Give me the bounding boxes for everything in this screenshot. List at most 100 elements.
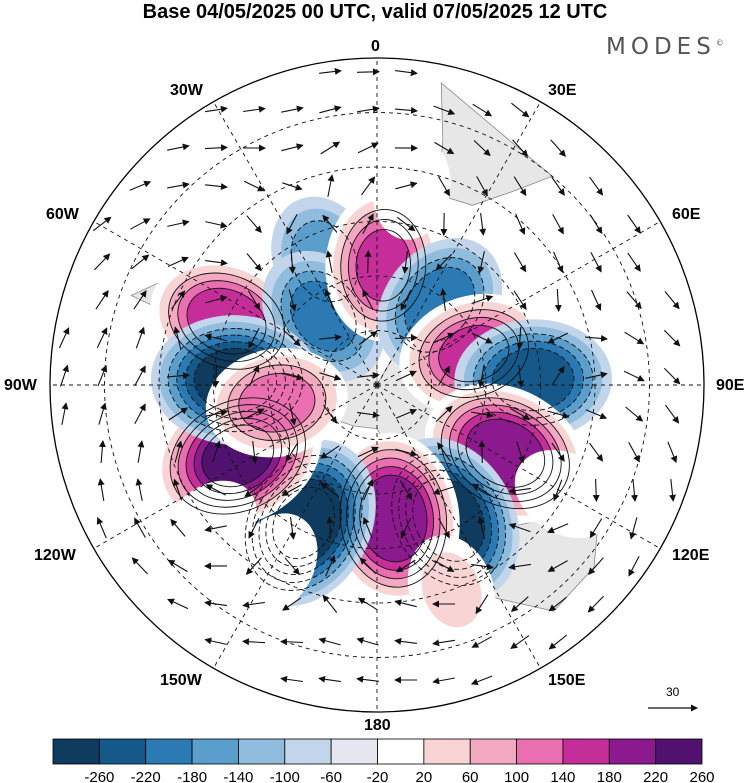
wind-arrow (242, 638, 266, 646)
wind-arrow (664, 291, 680, 310)
contour-line (355, 229, 411, 302)
wind-arrow (288, 250, 296, 274)
contour-line (186, 287, 267, 355)
wind-arrow (242, 601, 265, 609)
wind-arrow (517, 365, 525, 388)
wind-arrow (205, 409, 228, 417)
wind-arrow (173, 326, 182, 349)
wind-arrow (587, 595, 604, 613)
wind-arrow (134, 403, 146, 424)
wind-arrow (547, 410, 570, 419)
wind-arrow (247, 290, 261, 311)
colorbar-tick-label: 20 (416, 769, 433, 783)
wind-arrow (167, 256, 189, 268)
wind-arrow (394, 599, 417, 608)
colorbar-swatch (608, 738, 657, 765)
wind-arrow (320, 482, 340, 498)
colorbar-tick-label: -60 (320, 769, 342, 783)
wind-arrow (394, 106, 418, 114)
wind-arrow (324, 288, 335, 311)
wind-arrow (59, 364, 69, 387)
wind-arrow (319, 333, 342, 341)
wind-arrow (550, 139, 566, 157)
wind-arrow (433, 332, 455, 344)
wind-arrow (628, 442, 640, 463)
wind-arrow (97, 478, 105, 501)
lon-label-90e: 90E (716, 377, 745, 394)
wind-arrow (471, 636, 492, 648)
contour-line (465, 418, 546, 488)
wind-arrow (551, 365, 565, 386)
colorbar-tick-label: 60 (462, 769, 479, 783)
wind-arrow (320, 141, 341, 155)
wind-arrow (471, 563, 494, 571)
lon-label-150e: 150E (548, 672, 586, 689)
wind-arrow (628, 556, 640, 577)
wind-arrow (513, 176, 527, 197)
wind-arrow (478, 440, 486, 464)
wind-arrow (246, 215, 262, 234)
lon-label-180: 180 (364, 717, 391, 734)
logo-copyright-mark: © (715, 38, 724, 48)
wind-arrow (396, 216, 416, 232)
wind-arrow (513, 290, 527, 311)
wind-arrow (248, 517, 260, 539)
wind-arrow (98, 402, 107, 425)
wind-arrow (174, 440, 183, 463)
wind-arrow (363, 478, 374, 501)
wind-arrow (471, 295, 494, 305)
wind-arrow (589, 176, 604, 196)
wind-arrow (592, 478, 600, 502)
wind-arrow (318, 675, 341, 683)
wind-arrow (394, 637, 417, 645)
contour-line (405, 469, 493, 570)
wind-arrow (286, 213, 298, 235)
contour-line (244, 455, 363, 591)
colorbar-swatch (516, 738, 564, 765)
contour-line (440, 397, 570, 510)
lon-label-60e: 60E (672, 206, 701, 223)
wind-arrow (470, 675, 493, 686)
wind-arrow (625, 406, 644, 422)
wind-arrow (395, 408, 418, 419)
wind-arrow (552, 214, 564, 235)
colorbar-swatch (284, 738, 332, 765)
lon-label-150w: 150W (160, 672, 202, 689)
contour-line (398, 461, 500, 578)
wind-arrow (204, 599, 227, 607)
wind-arrow (97, 364, 108, 387)
wind-arrow (129, 180, 152, 191)
wind-arrow (357, 371, 380, 379)
colorbar-tick-label: -140 (223, 769, 253, 783)
wind-arrow (167, 143, 190, 151)
wind-arrow (134, 365, 146, 386)
contour-line (168, 272, 285, 370)
anomaly-shade (372, 136, 451, 240)
wind-arrow (356, 68, 380, 76)
wind-arrow (663, 367, 681, 385)
colorbar-swatch (655, 738, 703, 765)
colorbar-swatch (52, 738, 100, 765)
wind-arrow (167, 219, 190, 227)
wind-arrow (281, 484, 302, 496)
meridian-line (376, 384, 661, 549)
contour-line (193, 417, 283, 494)
wind-arrow (204, 144, 228, 152)
colorbar-swatch (469, 738, 517, 765)
wind-arrow (205, 183, 228, 191)
colorbar-tick-label: -260 (84, 769, 114, 783)
colorbar-swatch (98, 738, 147, 765)
wind-arrow (395, 559, 416, 573)
lon-label-30e: 30E (548, 82, 577, 99)
wind-arrow (400, 517, 412, 539)
wind-arrow (362, 516, 373, 539)
contour-line (438, 324, 510, 383)
logo-text: MODES (606, 34, 716, 60)
wind-arrow (547, 332, 569, 344)
wind-arrow (477, 516, 485, 539)
wind-arrow (551, 442, 565, 462)
wind-arrow (626, 291, 642, 310)
meridian-line (93, 221, 378, 386)
colorbar-tick-label: 220 (643, 769, 668, 783)
wind-arrow (171, 290, 186, 310)
